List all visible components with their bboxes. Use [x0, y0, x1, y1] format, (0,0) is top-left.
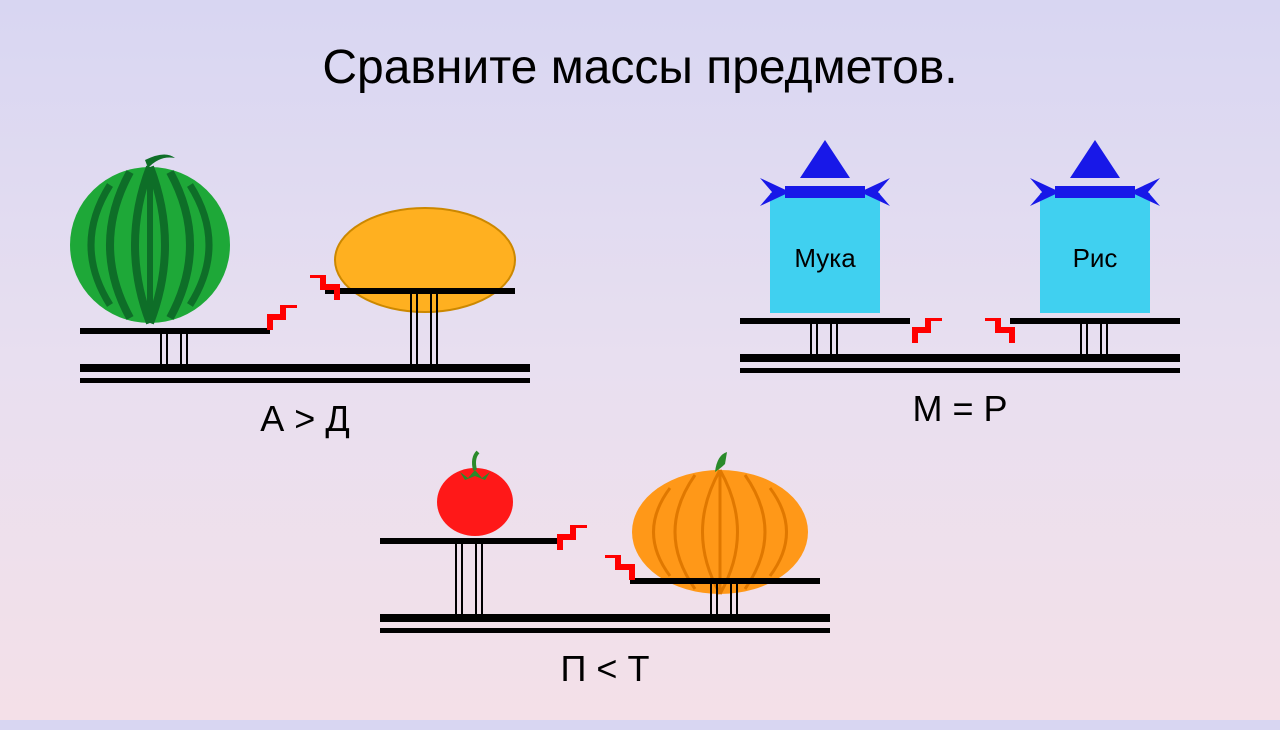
melon-icon [330, 200, 520, 320]
comparison-label-bottom: П < Т [380, 648, 830, 690]
left-support-1 [810, 324, 818, 354]
flour-bag: Мука [770, 175, 880, 313]
right-pan [1010, 318, 1180, 324]
base-bottom [380, 628, 830, 633]
bag-ribbon-icon [1030, 178, 1160, 208]
right-pan [325, 288, 515, 294]
left-pan [80, 328, 270, 334]
base-top [380, 614, 830, 622]
base-bottom [740, 368, 1180, 373]
scale-tomato-pumpkin: П < Т [380, 450, 840, 730]
right-pan [630, 578, 820, 584]
rice-label: Рис [1040, 243, 1150, 274]
right-support-1 [410, 294, 418, 364]
left-support-2 [180, 334, 188, 364]
tomato-icon [430, 450, 520, 540]
base-top [740, 354, 1180, 362]
left-indicator-icon [555, 525, 595, 555]
right-indicator-icon [600, 555, 640, 585]
left-pan [740, 318, 910, 324]
left-support-2 [475, 544, 483, 614]
right-support-2 [1100, 324, 1108, 354]
right-indicator-icon [980, 318, 1020, 348]
left-support-1 [455, 544, 463, 614]
watermelon-icon [60, 150, 240, 330]
right-indicator-icon [305, 275, 345, 305]
scale-flour-rice: Мука Рис М = Р [740, 160, 1200, 440]
base-top [80, 364, 530, 372]
right-support-1 [1080, 324, 1088, 354]
bag-ribbon-icon [760, 178, 890, 208]
page-title: Сравните массы предметов. [0, 0, 1280, 95]
left-indicator-icon [265, 305, 305, 335]
right-support-2 [730, 584, 738, 614]
base-bottom [80, 378, 530, 383]
left-support-2 [830, 324, 838, 354]
left-support-1 [160, 334, 168, 364]
right-support-2 [430, 294, 438, 364]
right-support-1 [710, 584, 718, 614]
rice-bag: Рис [1040, 175, 1150, 313]
flour-label: Мука [770, 243, 880, 274]
left-pan [380, 538, 560, 544]
comparison-label-right: М = Р [740, 388, 1180, 430]
comparison-label-left: А > Д [80, 398, 530, 440]
left-indicator-icon [910, 318, 950, 348]
scale-watermelon-melon: А > Д [80, 160, 540, 440]
